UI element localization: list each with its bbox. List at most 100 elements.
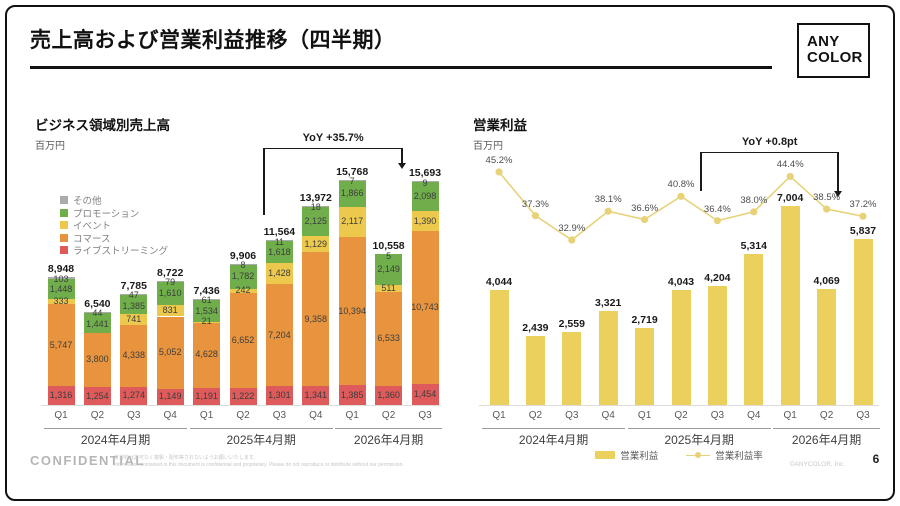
margin-value-label: 40.8% bbox=[667, 179, 695, 191]
profit-value-label: 5,314 bbox=[740, 240, 767, 253]
bar-segment bbox=[375, 285, 403, 293]
title-underline bbox=[30, 66, 772, 69]
profit-value-label: 4,044 bbox=[485, 276, 513, 289]
chart-title: ビジネス領域別売上高 bbox=[35, 118, 170, 133]
bar-segment bbox=[120, 293, 148, 295]
bar-segment bbox=[411, 211, 439, 231]
quarter-label: Q2 bbox=[381, 410, 396, 421]
segment-value-label: 3,800 bbox=[86, 354, 109, 365]
margin-point bbox=[750, 208, 758, 216]
segment-value-label: 1,454 bbox=[413, 389, 437, 400]
legend-line-swatch bbox=[686, 451, 711, 459]
legend-label: イベント bbox=[73, 221, 112, 233]
segment-value-label: 8 bbox=[240, 260, 246, 271]
bar-segment bbox=[156, 280, 184, 282]
bar-segment bbox=[83, 332, 111, 388]
margin-point bbox=[531, 212, 539, 220]
legend-item: ライブストリーミング bbox=[60, 244, 168, 257]
revenue-by-segment-chart: ビジネス領域別売上高 百万円 その他 プロモーション イベント コマース ライブストリー… bbox=[35, 112, 447, 474]
disclaimer-jp: 本資料は許可なく複製・配布等されないようお願いいたします。 bbox=[114, 455, 259, 461]
legend-label: 営業利益 bbox=[620, 451, 659, 462]
quarter-label: Q1 bbox=[199, 410, 214, 421]
segment-value-label: 2,149 bbox=[377, 264, 400, 275]
bar-segment bbox=[156, 388, 184, 405]
segment-value-label: 7,204 bbox=[268, 329, 291, 340]
segment-value-label: 1,618 bbox=[268, 247, 291, 257]
segment-value-label: 79 bbox=[165, 277, 176, 288]
profit-bar bbox=[817, 289, 837, 405]
bar-segment bbox=[338, 180, 366, 207]
arrow-down-icon bbox=[398, 163, 407, 169]
segment-value-label: 6,652 bbox=[231, 334, 255, 345]
segment-value-label: 242 bbox=[235, 285, 251, 296]
segment-value-label: 5,747 bbox=[49, 339, 73, 350]
margin-point bbox=[713, 217, 721, 225]
segment-value-label: 6,533 bbox=[377, 333, 400, 344]
segment-value-label: 1,610 bbox=[158, 287, 182, 298]
margin-value-label: 38.1% bbox=[594, 194, 622, 206]
segment-value-label: 61 bbox=[201, 295, 212, 306]
yoy-right-tick bbox=[401, 149, 403, 163]
quarter-label: Q1 bbox=[345, 410, 359, 421]
disclaimer-text: 本資料は許可なく複製・配布等されないようお願いいたします。 Informatio… bbox=[114, 455, 404, 469]
profit-bar bbox=[489, 290, 509, 405]
yoy-annotation: YoY +35.7% bbox=[263, 132, 407, 215]
segment-value-label: 44 bbox=[92, 308, 103, 319]
margin-point bbox=[859, 212, 867, 220]
margin-value-label: 36.4% bbox=[703, 203, 731, 215]
profit-bar bbox=[525, 335, 545, 405]
segment-value-label: 1,341 bbox=[304, 389, 328, 400]
profit-legend: 営業利益 営業利益率 bbox=[473, 448, 885, 462]
quarter-label: Q4 bbox=[163, 410, 177, 421]
yoy-left-tick bbox=[263, 149, 265, 215]
yoy-left-tick bbox=[700, 153, 702, 191]
segment-value-label: 21 bbox=[201, 316, 212, 327]
segment-value-label: 9,358 bbox=[304, 313, 328, 324]
margin-value-label: 37.3% bbox=[521, 198, 549, 210]
legend-item: プロモーション bbox=[60, 207, 168, 220]
quarter-label: Q3 bbox=[856, 410, 870, 421]
segment-value-label: 2,117 bbox=[341, 216, 364, 227]
copyright: ©ANYCOLOR, Inc. bbox=[789, 461, 845, 468]
legend-swatch bbox=[60, 233, 68, 242]
segment-value-label: 1,301 bbox=[268, 390, 291, 401]
profit-bar bbox=[744, 254, 764, 405]
segment-value-label: 5,052 bbox=[158, 347, 182, 358]
margin-point bbox=[677, 192, 685, 200]
bar-total-label: 7,436 bbox=[193, 284, 220, 297]
disclaimer-en: Information contained in this document i… bbox=[114, 462, 404, 468]
segment-value-label: 4,338 bbox=[122, 350, 146, 361]
bar-segment bbox=[120, 386, 148, 405]
segment-value-label: 1,428 bbox=[268, 267, 291, 278]
segment-value-label: 1,866 bbox=[340, 187, 364, 198]
confidential-label: CONFIDENTIAL bbox=[30, 453, 145, 468]
segment-value-label: 1,448 bbox=[49, 284, 73, 295]
profit-plot-area: 4,044 2,439 2,559 3,321 2,719 4,043 4,204 5,314… bbox=[473, 112, 885, 474]
segment-value-label: 10,743 bbox=[411, 302, 439, 313]
chart-title: 営業利益 bbox=[473, 118, 527, 133]
bar-segment bbox=[156, 304, 184, 317]
quarter-label: Q2 bbox=[90, 410, 105, 421]
group-label: 2026年4月期 bbox=[353, 433, 424, 447]
quarter-label: Q1 bbox=[783, 410, 797, 421]
segment-value-label: 1,782 bbox=[231, 270, 255, 281]
legend-label: コマース bbox=[73, 233, 111, 245]
segment-legend: その他 プロモーション イベント コマース ライブストリーミング bbox=[60, 194, 168, 257]
bar-segment bbox=[83, 387, 111, 405]
logo-line-2: COLOR bbox=[807, 49, 863, 66]
bar-total-label: 10,558 bbox=[372, 240, 405, 253]
quarter-label: Q2 bbox=[236, 410, 250, 421]
bar-segment bbox=[265, 386, 293, 405]
legend-swatch bbox=[60, 196, 68, 205]
profit-bar bbox=[780, 206, 800, 405]
group-divider bbox=[335, 428, 442, 429]
arrow-down-icon bbox=[834, 191, 843, 197]
segment-value-label: 10,394 bbox=[338, 305, 366, 316]
segment-value-label: 47 bbox=[128, 290, 139, 301]
margin-value-label: 38.0% bbox=[740, 194, 768, 206]
quarter-label: Q1 bbox=[492, 410, 506, 421]
segment-value-label: 18 bbox=[310, 202, 321, 213]
margin-value-label: 32.9% bbox=[558, 223, 586, 235]
segment-value-label: 1,129 bbox=[304, 238, 328, 249]
